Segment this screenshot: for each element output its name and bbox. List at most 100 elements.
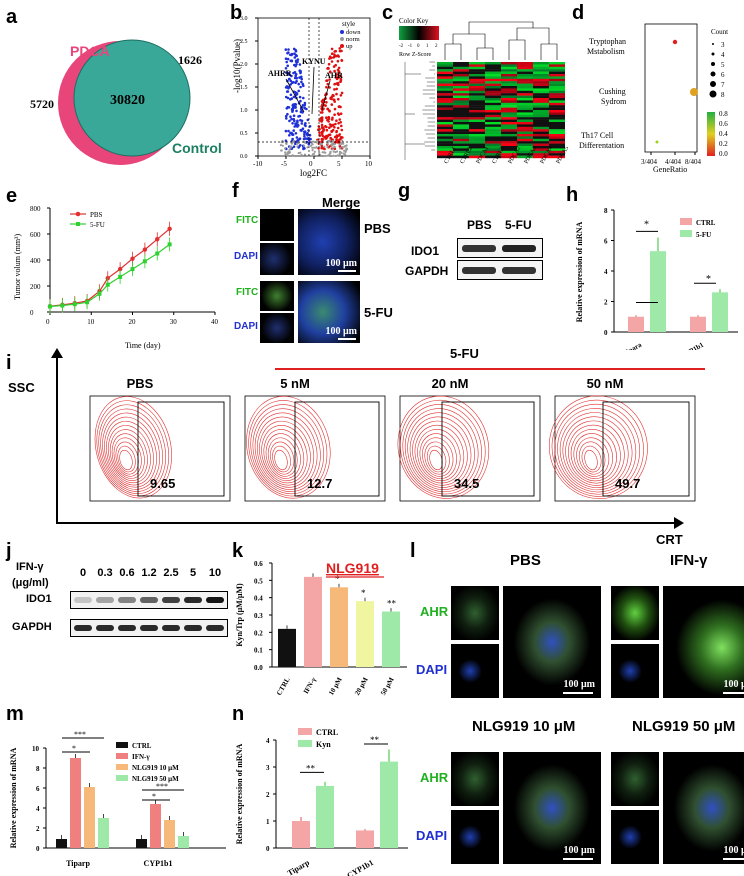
volcano-point [294,106,297,109]
i-plot-frame [554,395,696,502]
e-xtick: 20 [129,318,137,326]
volcano-point [329,152,332,155]
heatmap-cell [549,76,565,79]
heatmap-cell [533,95,549,99]
heatmap-cell [517,124,533,127]
heatmap-cell [517,143,533,147]
heatmap-cell [437,129,453,132]
e-point [155,251,160,256]
venn-count-control: 1626 [178,53,202,67]
volcano-point [330,95,334,99]
n-star: ** [370,735,380,745]
heatmap-cell [485,81,501,84]
heatmap-cell [517,112,533,115]
j-band-gapdh [118,625,136,631]
heatmap-cell [549,71,565,75]
volcano-point [320,142,323,146]
heatmap-cell [437,148,453,151]
volcano-point [287,48,290,51]
volcano-point [286,112,289,116]
volcano-point [331,148,334,151]
volcano-point [284,57,288,60]
h-bar [628,316,644,332]
volcano-point [283,147,287,150]
volcano-ytick: 1.0 [240,108,248,114]
panel-label-a: a [6,6,18,28]
volcano-point [318,131,321,134]
volcano-point [327,140,330,143]
panel-label-g: g [398,180,411,202]
e-point [167,242,172,247]
volcano-xtick: 10 [365,160,373,168]
j-band-gapdh [96,625,114,631]
color-key-title: Color Key [399,17,429,25]
e-ytick: 800 [30,205,41,213]
heatmap-cell [549,98,565,101]
chart-n-ytick: 0 [266,845,270,853]
heatmap-cell [517,74,533,77]
l-merge-image: 100 μm [503,752,601,864]
heatmap-cell [437,112,453,115]
chart-m-ylabel: Relative expression of mRNA [9,748,18,849]
volcano-point [286,96,290,100]
heatmap-cell [453,107,469,111]
color-tick: 0.4 [719,130,728,138]
volcano-point [299,85,302,89]
e-point [105,282,110,287]
volcano-point [338,150,342,154]
heatmap-cell [549,119,565,123]
heatmap-cell [533,148,549,151]
l-merge-image: 100 μm [503,586,601,698]
heatmap-cell [469,71,485,75]
heatmap-cell [549,146,565,149]
heatmap-cell [469,112,485,115]
heatmap-cell [517,62,533,65]
heatmap-cell [533,107,549,111]
heatmap-cell [501,93,517,96]
heatmap-cell [517,134,533,137]
m-legend-item: IFN-γ [132,753,150,761]
color-key-tick: 0 [417,44,420,49]
i-gate [602,401,690,497]
l-group-label: NLG919 50 μM [632,718,736,735]
heatmap-cell [453,134,469,137]
volcano-point [316,139,319,143]
panel-label-n: n [232,703,245,725]
heatmap-cell [453,117,469,120]
panel-l: PBS 100 μm AHR DAPI IFN-γ 100 μm NLG919 10 μM 1… [416,552,744,876]
volcano-point [345,147,348,150]
heatmap-cell [501,141,517,144]
volcano-point [285,107,289,110]
l-scale-label: 100 μm [723,845,744,856]
e-ytick: 0 [30,309,34,317]
heatmap-cell [485,66,501,70]
volcano-point [290,52,294,56]
g-col-5fu: 5-FU [505,218,532,232]
i-group-label: PBS [127,376,154,391]
heatmap-cell [549,107,565,111]
i-gate-value: 49.7 [615,476,640,491]
e-point [85,300,90,305]
heatmap-cell [469,146,485,149]
venn-diagram: PDCA Control 5720 30820 1626 [30,39,222,165]
volcano-point [321,100,324,104]
m-category: CYP1b1 [144,859,173,868]
j-dose: 0.6 [119,567,135,579]
heatmap-cell [485,93,501,96]
heatmap-cell [485,62,501,65]
heatmap-cell [485,98,501,101]
heatmap-cell [533,66,549,70]
volcano-point [334,76,338,79]
heatmap-cell [437,124,453,127]
volcano-point [292,117,296,121]
venn-label-control: Control [172,140,222,156]
m-bar [150,804,161,848]
volcano-point [320,126,324,129]
heatmap-cell [517,150,533,154]
enrichment-dotplot: Tryptophan Mstabolism Cushing Sydrom Th1… [579,23,728,174]
volcano-point [287,150,290,153]
venn-count-pdca: 5720 [30,97,54,111]
heatmap-cell [517,76,533,79]
volcano-point [295,142,299,145]
venn-label-pdca: PDCA [70,43,110,59]
